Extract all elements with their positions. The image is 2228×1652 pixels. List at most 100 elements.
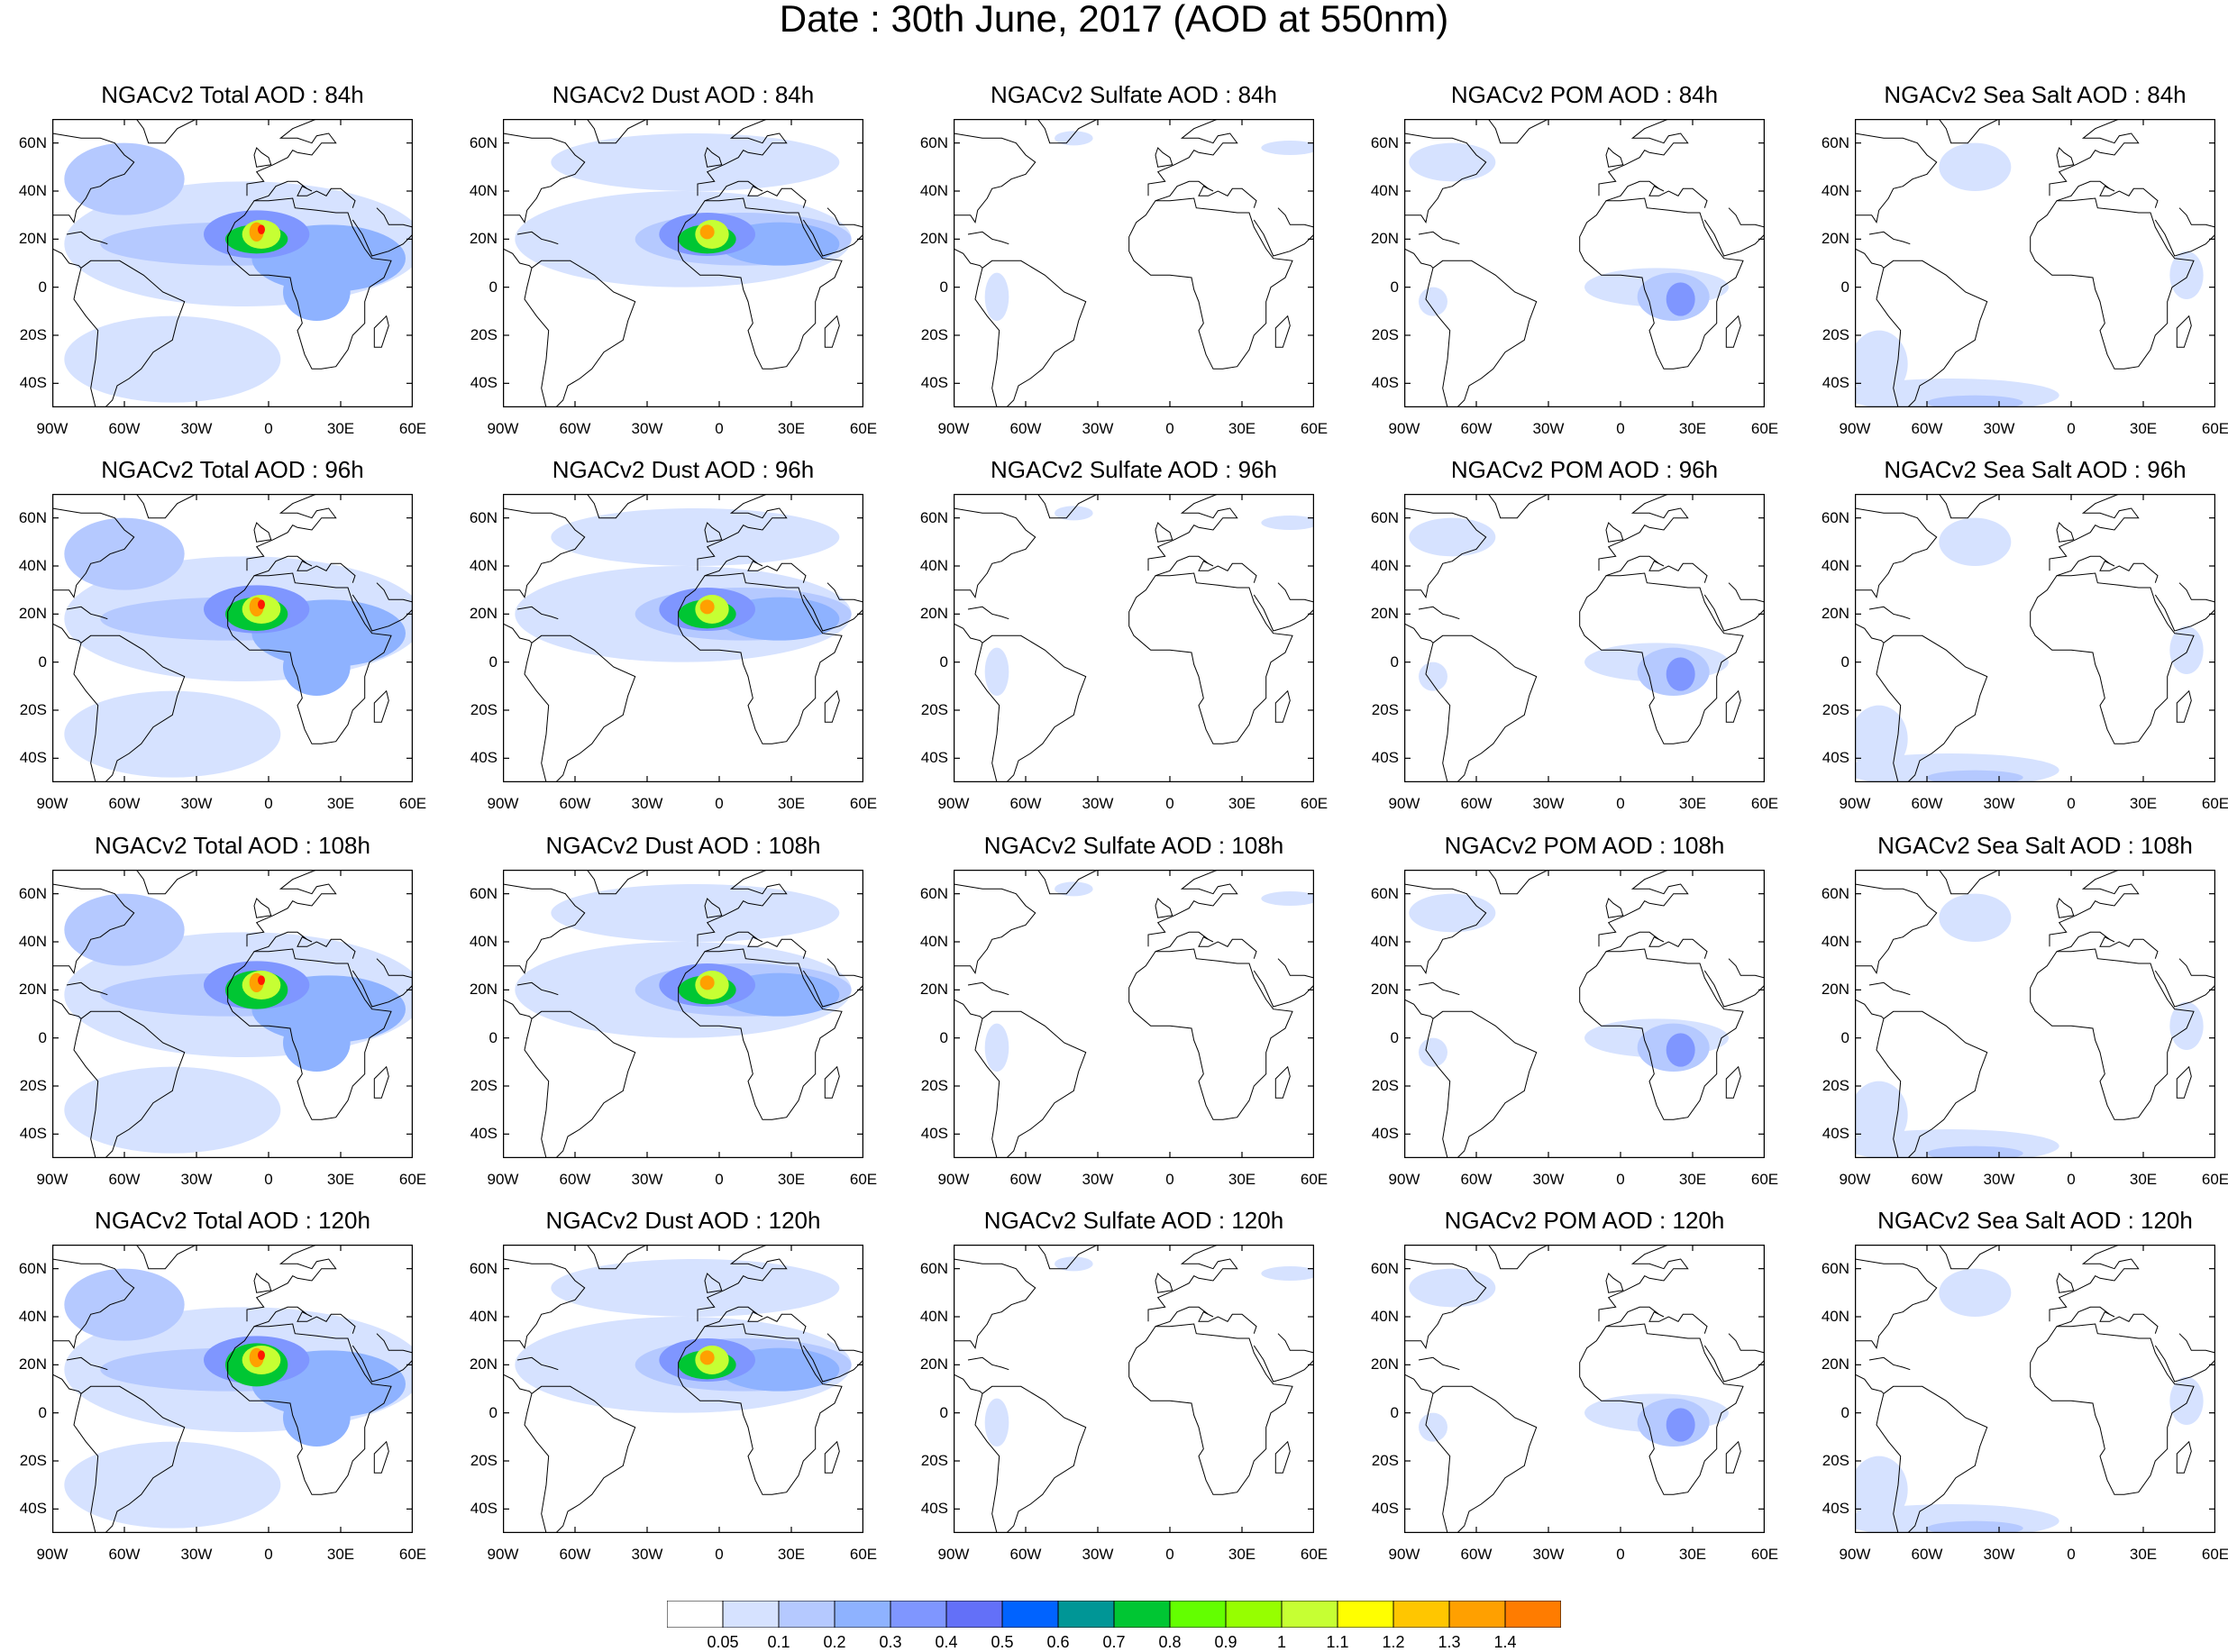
coastline-africa	[1128, 948, 1293, 1120]
coastline-europe2	[704, 555, 807, 583]
lon-label: 60W	[1460, 795, 1493, 812]
coastline-samerica	[73, 1010, 186, 1158]
map-panel-pom-108h: NGACv2 POM AOD : 108h 60N 40N 20N 0 20S 40S 90W…	[1371, 832, 1778, 1188]
lat-label: 20N	[1370, 981, 1399, 999]
coastline-madagascar	[1274, 1065, 1291, 1099]
coastline-madagascar	[2176, 315, 2192, 348]
coastline-caribbean	[1868, 1356, 1911, 1371]
coastline-greenland	[586, 494, 648, 519]
panel-title: NGACv2 Total AOD : 96h	[101, 456, 364, 483]
coastline-arabia	[802, 582, 863, 632]
lat-label: 20S	[1822, 1077, 1849, 1094]
coastline-arabia	[2154, 207, 2215, 257]
lon-label: 30W	[1983, 1171, 2015, 1188]
aod-shading	[551, 884, 840, 942]
lon-label: 30W	[1532, 420, 1565, 437]
coastline-caribbean	[516, 231, 559, 245]
lat-label: 20S	[19, 701, 47, 718]
coastline-greenland	[1036, 494, 1099, 519]
panel-title: NGACv2 Sulfate AOD : 120h	[983, 1207, 1284, 1234]
coastline-europe	[697, 494, 788, 571]
lon-label: 60E	[849, 420, 878, 437]
lat-label: 20S	[19, 326, 47, 343]
aod-shading	[64, 1268, 185, 1341]
colorbar-swatch	[834, 1601, 891, 1628]
lat-label: 40S	[920, 1125, 948, 1143]
lat-label: 60N	[18, 133, 47, 151]
lat-label: 40N	[919, 1308, 948, 1325]
lat-label: 40S	[920, 1500, 948, 1518]
lon-label: 30W	[1082, 420, 1114, 437]
lat-label: 20N	[919, 981, 948, 999]
coastline-uk	[704, 1273, 723, 1293]
lat-label: 40N	[1370, 182, 1399, 199]
coastline-namerica	[503, 132, 586, 224]
lon-label: 30E	[2129, 1171, 2158, 1188]
aod-shading	[1939, 1268, 2012, 1317]
coastline-samerica	[524, 634, 636, 782]
lon-label: 0	[1616, 1171, 1625, 1188]
lon-label: 60W	[108, 795, 141, 812]
coastline-samerica	[1876, 1010, 1988, 1158]
lat-label: 0	[489, 1028, 498, 1046]
colorbar-swatch	[1281, 1601, 1338, 1628]
aod-shading	[283, 638, 351, 696]
coastline-samerica	[524, 260, 636, 407]
coastline-madagascar	[824, 1440, 840, 1474]
coastline-uk	[704, 522, 723, 543]
lon-label: 90W	[1388, 1546, 1420, 1563]
lon-label: 90W	[36, 795, 68, 812]
coastline-madagascar	[2176, 1440, 2192, 1474]
lon-label: 90W	[1839, 420, 1871, 437]
coastline-cam	[503, 623, 533, 643]
colorbar-label: 0.1	[767, 1633, 790, 1651]
coastline-arabia	[2154, 582, 2215, 632]
figure-title: Date : 30th June, 2017 (AOD at 550nm)	[779, 0, 1449, 40]
coastline-uk	[253, 898, 272, 918]
lat-label: 60N	[919, 133, 948, 151]
lon-label: 0	[264, 1546, 273, 1563]
lon-label: 30W	[631, 1546, 663, 1563]
colorbar	[667, 1601, 1561, 1628]
coastline-africa	[2030, 948, 2195, 1120]
map-panel-total-120h: NGACv2 Total AOD : 120h 60N 40N 20N 0 20S 40S 9…	[19, 1207, 426, 1563]
lat-label: 20S	[920, 1452, 948, 1469]
lon-label: 30E	[326, 1171, 355, 1188]
coastline-greenland	[1938, 119, 2000, 144]
map-panel-dust-108h: NGACv2 Dust AOD : 108h 60N 40N 20N 0 20S 40S 90…	[470, 832, 877, 1188]
aod-shading	[1055, 1256, 1093, 1272]
coastline-arabia	[1703, 582, 1765, 632]
coastline-samerica	[524, 1010, 636, 1158]
coastline-africa	[1128, 572, 1293, 744]
coastline-caribbean	[1868, 606, 1911, 620]
map-frame	[52, 494, 413, 782]
lat-label: 0	[1840, 653, 1849, 671]
aod-shading	[1419, 1412, 1447, 1442]
coastline-cam	[954, 1374, 983, 1394]
lat-label: 20S	[1822, 1452, 1849, 1469]
lat-label: 20S	[19, 1077, 47, 1094]
colorbar-swatch	[1504, 1601, 1561, 1628]
coastline-uk	[1155, 147, 1173, 168]
lon-label: 90W	[1839, 1171, 1871, 1188]
lon-label: 60E	[849, 1546, 878, 1563]
coastline-africa	[1579, 197, 1744, 370]
coastline-caribbean	[1418, 1356, 1460, 1371]
panel-title: NGACv2 POM AOD : 84h	[1450, 81, 1719, 108]
map-panel-sulfate-96h: NGACv2 Sulfate AOD : 96h 60N 40N 20N 0 20S 40S…	[920, 456, 1328, 812]
aod-map	[954, 119, 1314, 407]
lon-label: 30E	[777, 420, 806, 437]
lon-label: 90W	[487, 420, 519, 437]
coastline-caribbean	[66, 1356, 108, 1371]
aod-shading	[1939, 142, 2012, 191]
panel-title: NGACv2 POM AOD : 96h	[1450, 456, 1719, 483]
lat-label: 60N	[469, 133, 498, 151]
lon-label: 60E	[1300, 1546, 1329, 1563]
lat-label: 40N	[1821, 182, 1849, 199]
colorbar-swatch	[722, 1601, 780, 1628]
aod-shading	[551, 1259, 840, 1317]
map-panel-sea-salt-84h: NGACv2 Sea Salt AOD : 84h 60N 40N 20N 0 20S 40…	[1822, 81, 2228, 437]
lon-label: 0	[2067, 420, 2076, 437]
aod-map	[1855, 119, 2215, 407]
coastline-caribbean	[1418, 981, 1460, 996]
